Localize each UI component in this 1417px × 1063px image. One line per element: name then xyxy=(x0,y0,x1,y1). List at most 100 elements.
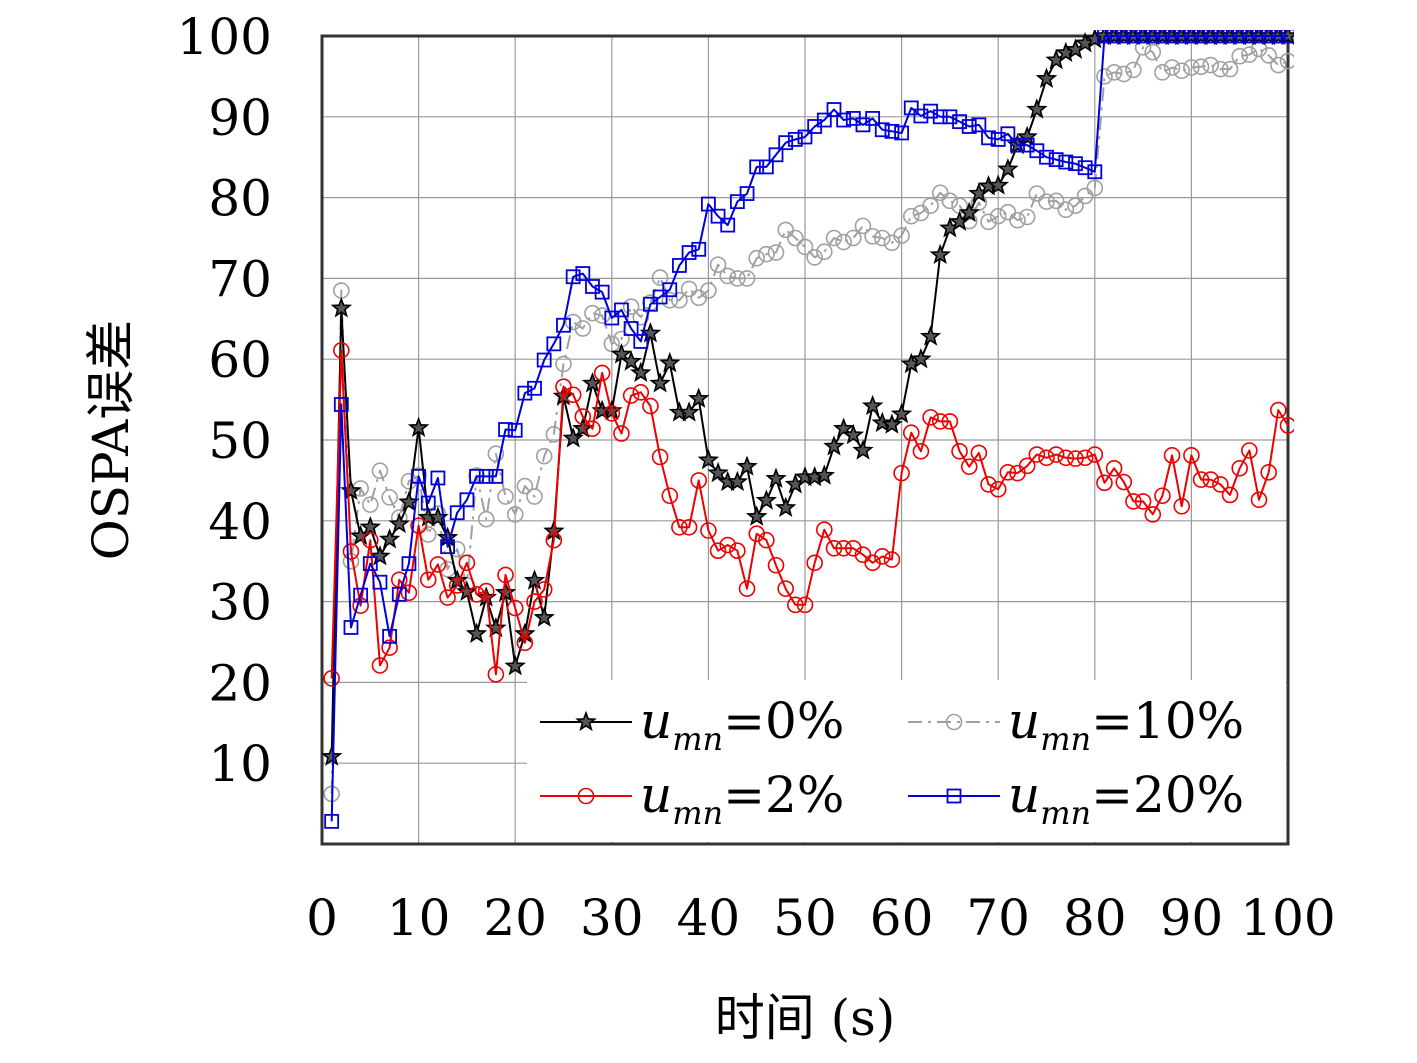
data-point xyxy=(1270,30,1286,44)
data-point xyxy=(1192,471,1210,488)
data-point xyxy=(825,229,843,247)
data-point xyxy=(369,545,391,566)
data-point xyxy=(419,571,437,589)
data-point xyxy=(932,109,948,125)
data-point xyxy=(758,531,775,549)
x-tick-label: 10 xyxy=(387,889,451,947)
data-point xyxy=(825,539,843,557)
data-point xyxy=(903,100,919,116)
data-point xyxy=(651,269,669,286)
data-point xyxy=(411,468,427,484)
data-point xyxy=(1076,187,1094,205)
data-point xyxy=(745,505,768,526)
data-point xyxy=(342,543,360,560)
data-point xyxy=(1155,30,1170,44)
x-tick-label: 100 xyxy=(1240,889,1335,947)
data-point xyxy=(758,159,774,175)
data-point xyxy=(330,297,353,318)
data-point xyxy=(469,468,484,484)
data-point xyxy=(691,241,707,257)
data-point xyxy=(449,505,465,521)
data-point xyxy=(649,372,671,393)
legend-item: umn=2% xyxy=(540,766,844,832)
data-point xyxy=(1018,457,1036,475)
data-point xyxy=(787,596,804,614)
series-u_mn=0% xyxy=(322,30,1294,766)
data-point xyxy=(622,387,640,404)
data-point xyxy=(1010,137,1025,153)
data-point xyxy=(604,310,620,326)
data-point xyxy=(1105,64,1123,81)
data-point xyxy=(1173,497,1191,515)
data-point xyxy=(816,112,832,128)
data-point xyxy=(1212,60,1229,78)
data-point xyxy=(1221,486,1239,504)
data-point xyxy=(806,249,823,266)
data-point xyxy=(381,639,398,656)
plot-area xyxy=(320,34,1290,846)
data-point xyxy=(516,634,534,652)
data-point xyxy=(883,551,901,568)
y-axis-title: OSPA误差 xyxy=(82,320,140,560)
y-tick-label: 100 xyxy=(177,8,272,66)
y-tick-label: 70 xyxy=(208,250,272,308)
data-point xyxy=(465,622,488,644)
data-point xyxy=(506,599,524,617)
data-point xyxy=(382,628,398,644)
data-point xyxy=(546,336,562,352)
data-point xyxy=(574,408,592,425)
data-point xyxy=(912,443,930,460)
legend-label: umn=10% xyxy=(1008,692,1244,758)
data-point xyxy=(456,580,478,602)
data-point xyxy=(361,531,379,549)
data-point xyxy=(1086,446,1104,463)
data-point xyxy=(429,556,447,573)
data-point xyxy=(881,413,903,434)
data-point xyxy=(749,159,765,175)
data-point xyxy=(630,361,652,383)
data-point xyxy=(1076,449,1094,467)
x-tick-label: 40 xyxy=(677,889,741,947)
data-point xyxy=(709,542,727,559)
data-point xyxy=(1077,160,1093,176)
data-point xyxy=(1163,59,1181,76)
data-point xyxy=(1126,30,1141,44)
data-point xyxy=(854,546,872,564)
data-point xyxy=(478,468,494,484)
data-point xyxy=(1203,30,1219,44)
data-point xyxy=(919,325,942,346)
data-point xyxy=(1212,476,1229,493)
data-point xyxy=(407,416,430,438)
legend-label: umn=2% xyxy=(640,766,844,832)
legend-label: umn=20% xyxy=(1008,766,1244,832)
data-point xyxy=(931,413,949,430)
data-point xyxy=(1106,30,1122,44)
data-point xyxy=(1250,491,1268,509)
data-point xyxy=(498,422,513,437)
data-point xyxy=(719,267,737,285)
legend-box xyxy=(527,680,1286,842)
data-point xyxy=(1125,493,1142,510)
data-point xyxy=(514,622,536,644)
data-point xyxy=(430,470,446,486)
data-point xyxy=(981,130,996,146)
data-point xyxy=(362,556,378,572)
data-point xyxy=(1280,30,1294,44)
data-point xyxy=(1026,98,1048,119)
data-point xyxy=(371,657,389,674)
data-point xyxy=(680,518,698,536)
data-point xyxy=(1135,30,1151,44)
data-point xyxy=(758,245,775,263)
data-point xyxy=(1057,201,1075,219)
data-point xyxy=(533,606,555,627)
data-point xyxy=(526,488,543,505)
data-point xyxy=(623,321,639,336)
data-point xyxy=(593,307,611,324)
data-point xyxy=(458,554,476,572)
data-point xyxy=(861,394,884,416)
data-point xyxy=(1260,464,1277,481)
data-point xyxy=(951,443,968,460)
data-point xyxy=(823,435,845,456)
data-point xyxy=(1154,487,1171,505)
data-point xyxy=(873,548,891,565)
